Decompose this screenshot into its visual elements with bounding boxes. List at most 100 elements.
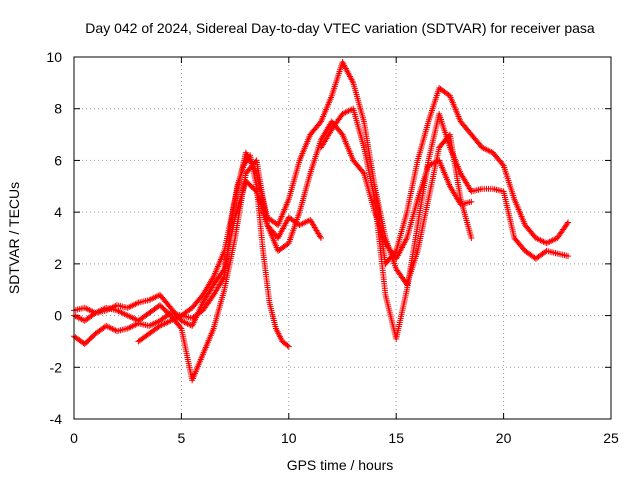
data-point-track-4-11 bbox=[253, 170, 270, 219]
data-point-track-3-12 bbox=[199, 327, 216, 358]
data-point-track-4-13 bbox=[275, 197, 292, 229]
data-point-track-4-33 bbox=[489, 149, 506, 168]
data-point-track-4-26 bbox=[414, 120, 431, 164]
x-tick-label: 10 bbox=[281, 430, 297, 446]
data-point-track-4-24 bbox=[393, 211, 410, 254]
data-point-track-3-37 bbox=[468, 198, 475, 205]
y-tick-label: -2 bbox=[50, 359, 63, 375]
plus-marker-i4 bbox=[284, 342, 291, 349]
plot-frame bbox=[73, 56, 612, 420]
y-tick-label: 2 bbox=[54, 256, 62, 272]
data-point-track-4-34 bbox=[500, 162, 517, 201]
data-point-track-5-4 bbox=[360, 144, 378, 201]
data-point-track-5-5 bbox=[371, 196, 389, 296]
data-point-track-6-2 bbox=[393, 266, 409, 287]
data-point-track-4-38 bbox=[543, 235, 559, 247]
series-track-3 bbox=[71, 118, 475, 384]
data-point-track-2-19 bbox=[275, 215, 291, 241]
data-point-track-3-22 bbox=[307, 138, 324, 177]
x-tick-label: 15 bbox=[388, 430, 404, 446]
data-point-track-4-39 bbox=[554, 220, 571, 241]
data-point-track-4-25 bbox=[403, 159, 421, 216]
data-point-track-3-20 bbox=[285, 210, 302, 247]
data-point-track-5-15 bbox=[479, 185, 494, 192]
data-point-track-4-21 bbox=[360, 118, 378, 188]
data-point-track-3-25 bbox=[339, 131, 356, 162]
y-tick-label: 4 bbox=[54, 204, 62, 220]
data-point-track-6-9 bbox=[468, 235, 475, 241]
data-point-track-2-21 bbox=[296, 217, 312, 229]
x-tick-label: 25 bbox=[603, 430, 619, 446]
data-point-track-1-22 bbox=[272, 325, 285, 343]
data-point-track-5-16 bbox=[489, 185, 505, 195]
data-point-track-2-23 bbox=[318, 235, 325, 241]
data-point-track-3-31 bbox=[403, 198, 421, 241]
data-point-track-4-16 bbox=[307, 119, 323, 138]
data-point-track-6-7 bbox=[446, 131, 464, 201]
data-point-track-4-35 bbox=[511, 196, 528, 227]
data-point-track-4-31 bbox=[468, 131, 485, 150]
data-point-track-4-14 bbox=[285, 159, 303, 203]
plus-marker-a bbox=[468, 198, 475, 205]
data-point-track-3-4 bbox=[113, 307, 130, 318]
data-point-track-6-8 bbox=[457, 196, 474, 240]
data-point-track-1-5 bbox=[124, 321, 140, 332]
data-point-track-3-14 bbox=[221, 237, 238, 293]
data-point-track-5-3 bbox=[350, 105, 367, 149]
y-axis-label: SDTVAR / TECUs bbox=[6, 182, 22, 294]
data-point-track-4-28 bbox=[436, 85, 452, 98]
data-point-track-3-13 bbox=[210, 288, 227, 332]
data-point-track-3-19 bbox=[275, 241, 291, 254]
data-point-track-4-8 bbox=[221, 198, 238, 254]
data-point-track-4-29 bbox=[446, 92, 463, 123]
data-point-track-4-6 bbox=[199, 275, 216, 298]
data-point-track-4-20 bbox=[350, 79, 367, 123]
data-point-track-1-20 bbox=[260, 247, 273, 304]
plus-marker-i8 bbox=[252, 187, 259, 194]
data-point-track-6-4 bbox=[414, 198, 431, 254]
data-point-track-4-2 bbox=[156, 318, 173, 329]
data-point-track-2-22 bbox=[307, 216, 324, 240]
chart-title: Day 042 of 2024, Sidereal Day-to-day VTE… bbox=[85, 20, 595, 36]
x-tick-label: 5 bbox=[178, 430, 186, 446]
series-track-4 bbox=[135, 59, 572, 345]
data-point-track-3-30 bbox=[393, 236, 410, 262]
data-point-track-2-13 bbox=[210, 267, 227, 288]
data-point-track-2-8 bbox=[156, 291, 173, 310]
data-point-track-4-4 bbox=[178, 305, 194, 319]
data-point-track-5-0 bbox=[318, 127, 334, 151]
data-point-track-1-12 bbox=[199, 293, 216, 314]
plus-marker-i9 bbox=[499, 161, 506, 168]
data-point-track-5-9 bbox=[414, 159, 432, 229]
data-point-track-4-0 bbox=[135, 331, 151, 345]
plus-marker-a bbox=[318, 235, 325, 241]
data-point-track-1-24 bbox=[285, 343, 292, 350]
data-point-track-3-18 bbox=[264, 222, 281, 253]
data-point-track-5-23 bbox=[565, 253, 572, 260]
data-point-track-3-5 bbox=[124, 312, 140, 324]
plus-marker-a bbox=[468, 235, 475, 241]
x-axis-label: GPS time / hours bbox=[287, 457, 394, 473]
data-point-track-4-3 bbox=[167, 313, 183, 324]
data-point-track-4-10 bbox=[242, 149, 259, 175]
y-tick-label: 10 bbox=[46, 49, 62, 65]
y-tick-label: 0 bbox=[54, 308, 62, 324]
data-point-track-3-34 bbox=[436, 157, 453, 188]
data-point-track-2-11 bbox=[189, 301, 206, 329]
series-track-5 bbox=[318, 105, 572, 342]
data-point-track-1-23 bbox=[279, 338, 291, 349]
plus-marker-i9 bbox=[177, 324, 184, 331]
data-point-track-6-1 bbox=[382, 235, 399, 271]
plus-marker-a bbox=[285, 343, 292, 350]
data-point-track-3-10 bbox=[178, 325, 195, 382]
data-point-track-3-15 bbox=[232, 172, 249, 241]
data-point-track-3-11 bbox=[189, 353, 206, 384]
data-point-track-4-40 bbox=[565, 219, 572, 226]
x-tick-label: 20 bbox=[496, 430, 512, 446]
data-point-track-4-15 bbox=[296, 133, 313, 164]
data-point-track-3-26 bbox=[350, 157, 366, 176]
data-point-track-3-1 bbox=[81, 310, 98, 324]
plus-marker-a bbox=[565, 219, 572, 226]
